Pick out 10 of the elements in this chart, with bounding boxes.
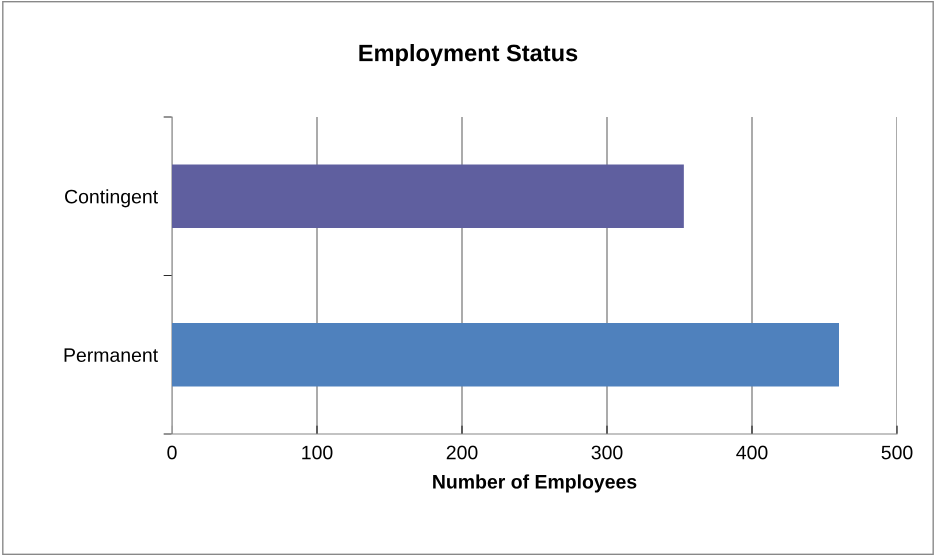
x-tick-label: 200 bbox=[446, 446, 478, 460]
x-tick-label: 500 bbox=[882, 446, 912, 460]
x-tick-label: 0 bbox=[167, 446, 177, 460]
y-tick-label: Contingent bbox=[65, 189, 158, 208]
x-tick-label: 400 bbox=[736, 446, 768, 460]
chart-title: Employment Status bbox=[359, 44, 578, 66]
x-tick-label: 300 bbox=[592, 446, 622, 460]
x-axis-title: Number of Employees bbox=[433, 474, 636, 492]
y-tick-label: Permanent bbox=[64, 348, 158, 362]
x-tick-label: 100 bbox=[302, 446, 332, 460]
